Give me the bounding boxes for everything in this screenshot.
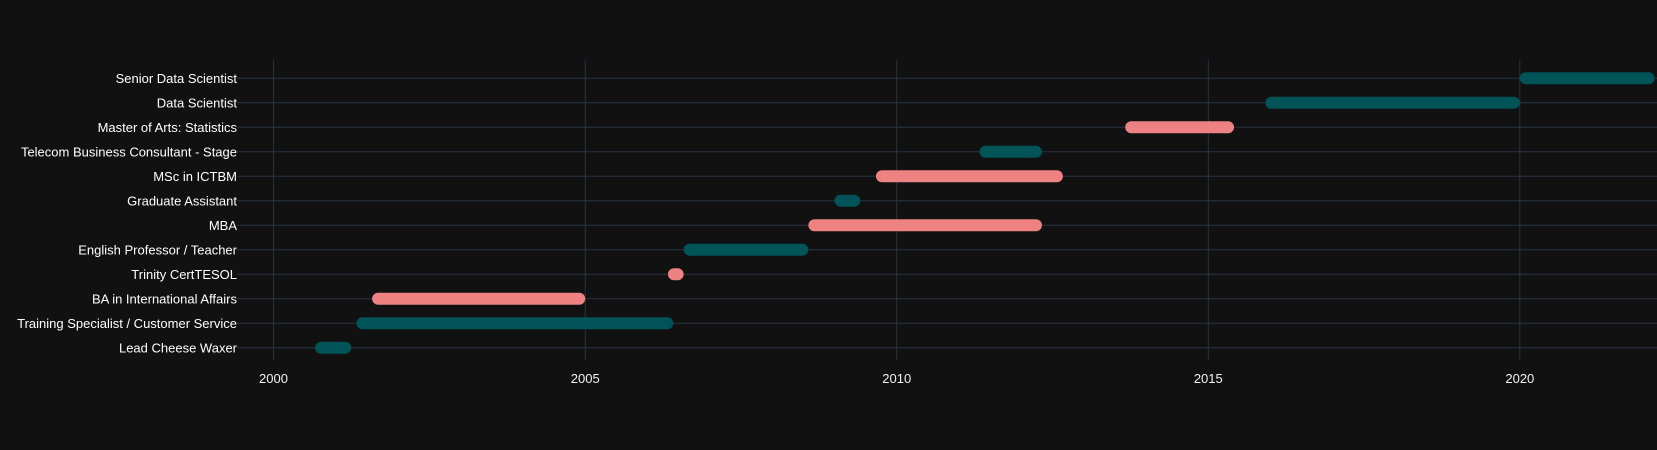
- x-tick-label-2000: 2000: [259, 371, 288, 386]
- y-category-label: MBA: [209, 218, 238, 233]
- y-category-label: Graduate Assistant: [127, 193, 237, 208]
- x-tick-label-2015: 2015: [1194, 371, 1223, 386]
- task-bar[interactable]: [356, 317, 674, 330]
- y-axis-category-labels: Lead Cheese Waxer Training Specialist / C…: [17, 71, 238, 356]
- x-tick-label-2010: 2010: [882, 371, 911, 386]
- task-bar[interactable]: [372, 292, 586, 305]
- y-category-label: Training Specialist / Customer Service: [17, 316, 237, 331]
- y-category-label: Data Scientist: [157, 95, 238, 110]
- task-bar[interactable]: [875, 170, 1063, 183]
- y-category-label: Trinity CertTESOL: [131, 267, 237, 282]
- task-bars: [315, 72, 1655, 354]
- y-category-label: Master of Arts: Statistics: [98, 120, 238, 135]
- x-tick-label-2020: 2020: [1505, 371, 1534, 386]
- y-category-label: English Professor / Teacher: [78, 242, 237, 257]
- y-category-label: BA in International Affairs: [92, 291, 238, 306]
- task-bar[interactable]: [683, 243, 809, 256]
- task-bar[interactable]: [667, 268, 684, 281]
- y-category-label: MSc in ICTBM: [153, 169, 237, 184]
- task-bar[interactable]: [834, 194, 861, 207]
- x-tick-label-2005: 2005: [571, 371, 600, 386]
- x-axis-tick-labels: 2000 2005 2010 2015 2020: [259, 371, 1534, 386]
- task-bar[interactable]: [808, 219, 1042, 232]
- task-bar[interactable]: [1519, 72, 1655, 85]
- y-category-label: Senior Data Scientist: [116, 71, 238, 86]
- task-bar[interactable]: [1125, 121, 1235, 134]
- y-category-label: Lead Cheese Waxer: [119, 340, 238, 355]
- x-gridlines: [273, 60, 1521, 360]
- task-bar[interactable]: [979, 145, 1042, 158]
- task-bar[interactable]: [1265, 96, 1520, 109]
- y-category-label: Telecom Business Consultant - Stage: [21, 144, 237, 159]
- task-bar[interactable]: [315, 341, 352, 354]
